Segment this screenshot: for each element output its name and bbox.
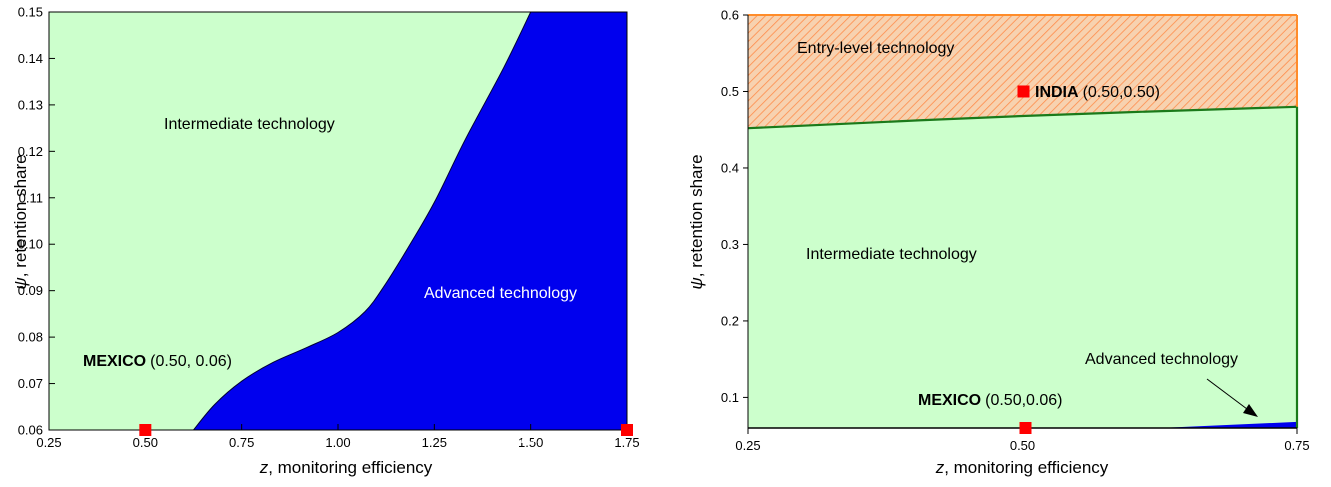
right-advanced-arrow-head	[1243, 404, 1258, 417]
left-y-axis-var: ψ	[11, 277, 30, 289]
left-y-tick-label: 0.10	[18, 237, 43, 252]
right-x-tick-label: 0.75	[1284, 438, 1309, 453]
right-y-tick-label: 0.4	[721, 160, 739, 175]
right-entry-region	[748, 15, 1297, 129]
right-mexico-coords: (0.50,0.06)	[985, 392, 1062, 409]
left-y-tick-label: 0.11	[19, 190, 43, 205]
right-india-coords: (0.50,0.50)	[1083, 84, 1160, 101]
right-y-tick-label: 0.6	[721, 8, 739, 23]
left-y-tick-label: 0.07	[18, 376, 43, 391]
left-point-usa	[621, 424, 633, 436]
right-mexico-name: MEXICO	[918, 392, 981, 409]
left-chart: 0.25 0.50 0.75 1.00 1.25 1.50 1.75 0.060.070.0…	[11, 5, 640, 478]
left-advanced-label: Advanced technology	[424, 285, 577, 302]
right-intermediate-label: Intermediate technology	[806, 246, 977, 263]
left-intermediate-label: Intermediate technology	[164, 116, 335, 133]
right-y-tick-label: 0.2	[721, 313, 739, 328]
left-x-axis-rest: , monitoring efficiency	[268, 458, 433, 477]
left-mexico-coords: (0.50, 0.06)	[150, 353, 232, 370]
right-point-mexico	[1019, 422, 1032, 434]
left-y-axis-label: ψ, retention share	[11, 154, 30, 289]
right-y-tick-label: 0.3	[721, 237, 739, 252]
left-x-tick-label: 1.50	[518, 435, 543, 450]
right-mexico-label: MEXICO (0.50,0.06)	[918, 392, 1063, 409]
right-india-name: INDIA	[1035, 84, 1079, 101]
right-intermediate-region	[748, 106, 1297, 429]
left-y-tick-label: 0.14	[18, 51, 43, 66]
right-point-india	[1017, 85, 1030, 98]
right-x-axis-rest: , monitoring efficiency	[944, 458, 1109, 477]
right-upper-boundary-line	[747, 105, 1298, 130]
right-advanced-arrow-line	[1206, 378, 1248, 410]
right-x-ticks: 0.25 0.50 0.75	[735, 428, 1310, 453]
right-y-axis-rest: , retention share	[687, 154, 706, 277]
left-x-ticks: 0.25 0.50 0.75 1.00 1.25 1.50 1.75	[36, 424, 640, 450]
right-chart: 0.25 0.50 0.75 0.1 0.2 0.3 0.4 0.5 0.6 Entry-le…	[687, 8, 1310, 478]
left-y-axis-rest: , retention share	[11, 154, 30, 277]
right-x-tick-label: 0.25	[735, 438, 760, 453]
left-boundary-line	[193, 11, 532, 431]
left-x-tick-label: 1.75	[614, 435, 639, 450]
left-x-tick-label: 1.25	[422, 435, 447, 450]
right-x-tick-label: 0.50	[1010, 438, 1035, 453]
left-x-axis-var: z	[259, 458, 269, 477]
left-x-tick-label: 0.25	[36, 435, 61, 450]
right-x-axis-label: z, monitoring efficiency	[935, 458, 1109, 477]
left-y-ticks: 0.06 0.07 0.08 0.09 0.10 0.11 0.12 0.13 0.14 0.15	[18, 5, 55, 438]
left-y-tick-label: 0.06	[18, 423, 43, 438]
left-x-axis-label: z, monitoring efficiency	[259, 458, 433, 477]
left-advanced-region	[193, 12, 627, 430]
right-y-tick-label: 0.5	[721, 84, 739, 99]
right-advanced-label: Advanced technology	[1085, 351, 1238, 368]
left-y-tick-label: 0.09	[18, 283, 43, 298]
left-usa-label: USA (1.75, 0.06)	[462, 430, 582, 447]
left-mexico-label: MEXICO (0.50, 0.06)	[83, 353, 232, 370]
right-y-axis-label: ψ, retention share	[687, 154, 706, 289]
left-mexico-name: MEXICO	[83, 353, 146, 370]
left-usa-coords: (1.75, 0.06)	[500, 430, 582, 447]
left-usa-name: USA	[462, 430, 496, 447]
left-x-tick-label: 0.50	[133, 435, 158, 450]
left-point-mexico	[139, 424, 152, 436]
right-advanced-region	[1159, 421, 1297, 428]
right-india-label: INDIA (0.50,0.50)	[1035, 84, 1160, 101]
left-x-tick-label: 0.75	[229, 435, 254, 450]
left-x-tick-label: 1.00	[325, 435, 350, 450]
right-y-ticks: 0.1 0.2 0.3 0.4 0.5 0.6	[721, 8, 748, 405]
left-y-tick-label: 0.12	[18, 144, 43, 159]
right-y-axis-var: ψ	[687, 277, 706, 289]
right-entry-label: Entry-level technology	[797, 40, 954, 57]
left-y-tick-label: 0.08	[18, 330, 43, 345]
right-y-tick-label: 0.1	[721, 390, 739, 405]
left-y-tick-label: 0.13	[18, 97, 43, 112]
left-y-tick-label: 0.15	[18, 5, 43, 20]
right-x-axis-var: z	[935, 458, 945, 477]
